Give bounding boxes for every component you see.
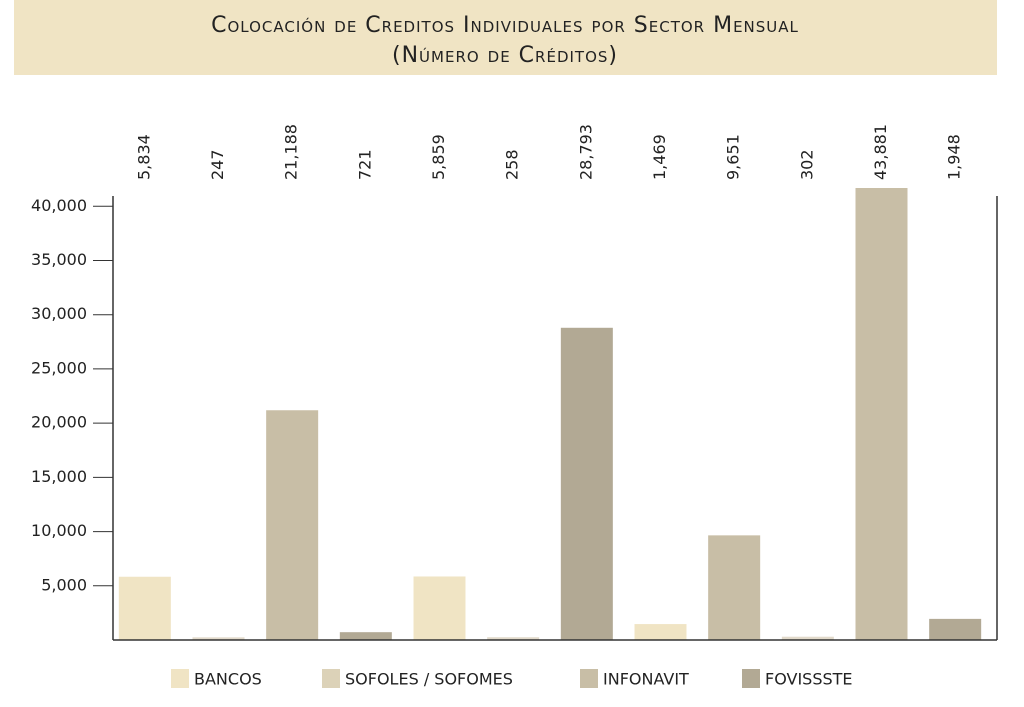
value-label: 247 (208, 149, 227, 180)
y-tick-label: 20,000 (31, 413, 87, 432)
title-banner (14, 0, 997, 75)
value-label: 721 (355, 149, 374, 180)
y-tick-label: 5,000 (41, 575, 87, 594)
legend-label: INFONAVIT (603, 670, 689, 689)
legend-label: BANCOS (194, 670, 262, 689)
bar (855, 188, 908, 640)
bar (560, 327, 613, 640)
bar (781, 636, 834, 640)
legend-swatch (171, 669, 189, 688)
legend-swatch (580, 669, 598, 688)
bar (118, 576, 171, 640)
y-tick-label: 10,000 (31, 521, 87, 540)
value-label: 302 (797, 149, 816, 180)
chart-subtitle: (Número de Créditos) (392, 43, 618, 68)
value-label: 1,469 (650, 134, 669, 180)
y-tick-label: 30,000 (31, 304, 87, 323)
chart-title: Colocación de Creditos Individuales por … (211, 13, 799, 38)
y-tick-label: 35,000 (31, 250, 87, 269)
y-tick-label: 15,000 (31, 467, 87, 486)
value-label: 1,948 (945, 134, 964, 180)
value-label: 5,834 (134, 134, 153, 180)
value-label: 258 (503, 149, 522, 180)
bar (413, 576, 466, 640)
bars (118, 188, 982, 640)
bar (708, 535, 761, 640)
value-label: 9,651 (724, 134, 743, 180)
bar (929, 618, 982, 640)
bar (634, 624, 687, 640)
value-label: 43,881 (871, 124, 890, 180)
value-label: 5,859 (429, 134, 448, 180)
value-label: 28,793 (576, 124, 595, 180)
bar (339, 632, 392, 640)
y-tick-label: 25,000 (31, 358, 87, 377)
bar (487, 637, 540, 640)
legend-swatch (322, 669, 340, 688)
bar (266, 410, 319, 640)
legend-label: SOFOLES / SOFOMES (345, 670, 513, 689)
legend-label: FOVISSSTE (765, 670, 853, 689)
y-tick-label: 40,000 (31, 196, 87, 215)
bar (192, 637, 245, 640)
value-label: 21,188 (282, 124, 301, 180)
legend-swatch (742, 669, 760, 688)
